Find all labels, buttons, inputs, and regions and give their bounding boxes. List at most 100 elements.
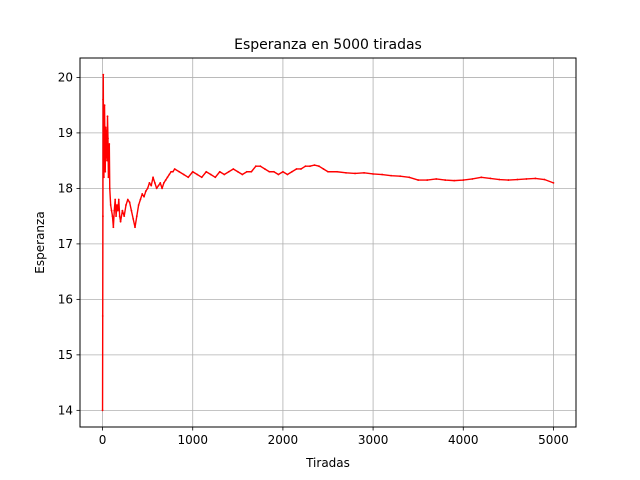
x-tick-label: 5000 [538, 433, 569, 447]
data-point [309, 165, 311, 168]
x-tick-label: 3000 [358, 433, 389, 447]
data-point [141, 193, 144, 195]
data-point [143, 195, 145, 198]
data-point [111, 215, 114, 218]
data-point [245, 170, 248, 173]
data-point [108, 143, 111, 145]
data-point [101, 409, 104, 412]
data-point [150, 184, 153, 187]
data-point [132, 218, 135, 220]
data-point [135, 215, 138, 218]
x-tick-label: 4000 [448, 433, 479, 447]
data-point [119, 220, 122, 223]
data-point [103, 137, 106, 140]
data-point [130, 209, 133, 212]
data-point [300, 168, 302, 170]
data-point [552, 181, 555, 184]
data-point [345, 171, 347, 174]
data-point [146, 187, 149, 190]
data-point [227, 170, 230, 173]
data-point [218, 170, 221, 173]
y-tick-label: 19 [58, 126, 73, 140]
data-point [322, 168, 325, 170]
data-point [318, 165, 320, 168]
data-point [117, 198, 120, 201]
data-point [543, 178, 546, 181]
data-point [291, 170, 293, 173]
data-point [259, 165, 262, 168]
data-point [121, 209, 124, 212]
x-axis-title: Tiradas [305, 456, 350, 470]
data-point [516, 178, 519, 181]
data-point [525, 178, 528, 180]
data-point [103, 148, 106, 151]
data-point [155, 187, 158, 190]
data-point [182, 173, 185, 176]
data-point [161, 187, 163, 190]
data-point [263, 168, 266, 170]
data-point [453, 179, 456, 182]
data-point [168, 173, 171, 176]
y-tick-label: 16 [58, 293, 73, 307]
data-point [113, 209, 116, 212]
data-point [102, 73, 105, 76]
data-point [223, 173, 226, 176]
y-tick-label: 20 [58, 71, 73, 85]
data-point [157, 184, 160, 187]
data-point [134, 226, 136, 229]
data-point [159, 181, 162, 184]
data-point [162, 181, 165, 184]
data-point [173, 168, 176, 170]
data-point [115, 215, 117, 218]
data-point [209, 173, 212, 176]
y-tick-label: 18 [58, 182, 73, 196]
data-point [313, 164, 316, 166]
data-point [128, 201, 131, 204]
data-point [116, 209, 119, 212]
data-point [286, 173, 289, 176]
data-point [232, 168, 235, 170]
data-point [354, 172, 356, 175]
data-point [408, 176, 411, 179]
data-point [191, 170, 194, 173]
data-point [112, 226, 115, 229]
data-point [462, 179, 465, 181]
data-point [125, 204, 127, 206]
data-point [381, 173, 384, 176]
data-point [105, 132, 108, 134]
data-point [152, 176, 154, 179]
data-point [107, 159, 110, 162]
x-tick-label: 2000 [268, 433, 299, 447]
data-point [103, 104, 106, 107]
data-point [102, 120, 105, 123]
data-point [200, 176, 203, 179]
data-point [102, 165, 105, 168]
data-point [507, 179, 510, 181]
data-point [101, 315, 104, 317]
y-tick-label: 17 [58, 237, 73, 251]
data-point [106, 115, 109, 118]
data-point [153, 181, 156, 184]
data-point [170, 170, 172, 173]
data-point [187, 176, 190, 179]
data-point [110, 209, 113, 212]
data-point [123, 215, 126, 218]
x-axis: 0 1000 2000 3000 4000 5000 [99, 427, 569, 447]
data-point [114, 198, 117, 201]
y-axis-title: Esperanza [33, 211, 47, 273]
x-tick-label: 0 [99, 433, 107, 447]
data-point [426, 179, 429, 181]
data-point [105, 154, 108, 157]
data-point [103, 176, 105, 179]
data-point [171, 170, 174, 173]
data-point [268, 170, 271, 173]
data-point [205, 170, 208, 173]
data-point [164, 179, 167, 181]
data-point [107, 176, 110, 179]
data-point [166, 176, 169, 179]
data-point [372, 173, 374, 175]
data-point [144, 190, 147, 193]
data-point [102, 215, 104, 218]
data-point [363, 171, 365, 174]
